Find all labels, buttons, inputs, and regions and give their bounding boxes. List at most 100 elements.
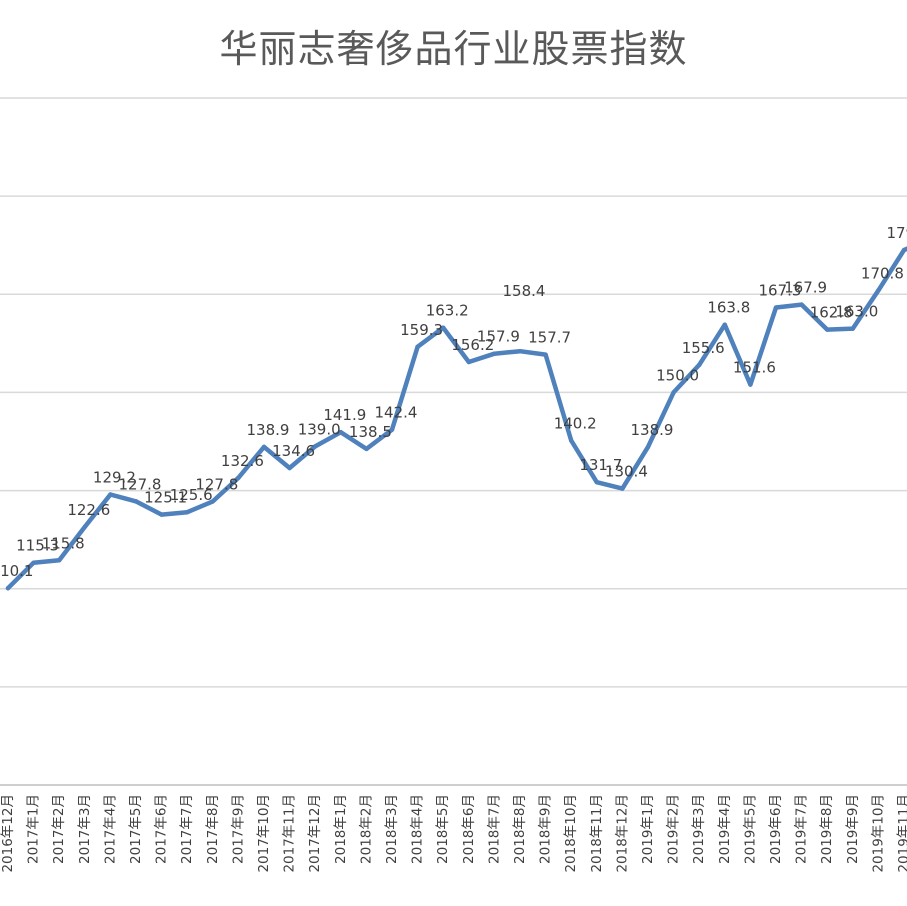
x-tick-label: 2017年12月 [307,794,323,873]
data-label: 163.2 [426,302,469,320]
data-label: 115.8 [42,534,85,552]
x-tick-label: 2018年9月 [538,794,554,864]
data-point [313,444,318,449]
data-label: 159.3 [400,321,443,339]
data-point [697,362,702,368]
data-label: 110.1 [0,562,33,580]
data-point [620,486,625,491]
x-tick-label: 2017年8月 [205,794,221,864]
data-point [901,247,907,253]
data-point [5,586,11,591]
data-label: 140.2 [554,415,597,433]
x-tick-label: 2018年7月 [486,794,502,864]
data-label: 156.2 [451,336,494,354]
data-label: 157.9 [477,328,520,346]
data-label: 151.6 [733,359,776,377]
gridlines [0,97,907,688]
x-tick-label: 2018年2月 [358,794,374,864]
data-label: 129.2 [93,468,136,486]
x-tick-label: 2016年12月 [0,794,16,873]
data-label: 134.6 [272,442,315,460]
data-label: 122.6 [67,501,110,519]
data-point [236,475,241,481]
data-label: 142.4 [375,404,418,422]
data-label: 138.5 [349,423,392,441]
x-tick-label: 2019年7月 [794,794,810,864]
data-label: 125.6 [170,486,213,504]
data-label: 150.0 [656,366,699,384]
data-point [415,344,420,349]
data-point [594,480,599,485]
data-label: 179.0 [887,224,907,242]
x-tick-label: 2017年5月 [128,794,144,864]
x-tick-label: 2019年8月 [819,794,835,864]
x-tick-label: 2019年10月 [870,794,886,873]
data-point [338,429,343,435]
data-label: 162.8 [810,304,853,322]
data-label: 138.9 [247,421,290,439]
data-point [389,427,395,432]
x-tick-label: 2017年7月 [179,794,195,864]
data-label: 127.8 [195,475,238,493]
data-label: 127.8 [119,475,162,493]
data-point [517,349,523,354]
x-tick-label: 2018年5月 [435,794,451,864]
x-tick-label: 2019年3月 [691,794,707,864]
x-tick-label: 2018年11月 [589,794,605,873]
data-point [466,359,471,365]
data-label: 163.0 [835,303,878,321]
data-label: 131.7 [579,456,622,474]
data-label: 115.3 [16,537,59,555]
x-tick-label: 2019年1月 [640,794,656,864]
data-point [799,302,804,307]
data-points [5,247,907,591]
data-point [57,558,62,563]
data-label: 141.9 [323,406,366,424]
x-tick-label: 2018年4月 [410,794,426,864]
data-point [850,326,855,331]
x-tick-label: 2019年6月 [768,794,784,864]
data-point [108,492,113,497]
data-point [261,444,267,450]
data-point [287,465,292,471]
data-point [159,512,164,517]
data-label: 138.9 [631,421,674,439]
data-label: 132.6 [221,452,264,470]
data-point [31,560,36,565]
data-label: 155.6 [682,339,725,357]
data-label: 163.8 [707,299,750,317]
x-tick-label: 2019年5月 [742,794,758,864]
data-label: 130.4 [605,463,648,481]
data-point [441,325,446,330]
data-label: 170.8 [861,264,904,282]
x-tick-label: 2017年10月 [256,794,272,873]
data-point [543,352,548,357]
x-tick-labels: 2016年12月 2017年1月 2017年2月 2017年3月 2017年4月 2017… [0,794,907,873]
x-tick-label: 2017年9月 [230,794,246,864]
x-tick-label: 2018年3月 [384,794,400,864]
data-point [492,351,497,356]
data-point [773,305,779,310]
data-label: 125.1 [144,489,187,507]
data-label: 158.4 [503,282,546,300]
x-tick-label: 2018年8月 [512,794,528,864]
data-label: 157.7 [528,329,571,347]
data-point [645,444,651,450]
data-point [876,288,881,293]
x-tick-label: 2019年11月 [896,794,907,873]
x-tick-label: 2018年6月 [461,794,477,864]
data-point [364,446,369,452]
x-tick-label: 2018年1月 [333,794,349,864]
x-tick-label: 2018年12月 [614,794,630,873]
x-tick-label: 2018年10月 [563,794,579,873]
chart-title: 华丽志奢侈品行业股票指数 [219,27,688,71]
data-labels: 110.1115.3115.8122.6129.2127.8125.1125.6… [0,224,907,580]
data-point [722,322,727,327]
x-tick-label: 2017年1月 [26,794,42,864]
data-point [210,499,215,504]
x-tick-label: 2019年4月 [717,794,733,864]
data-point [569,438,574,443]
x-tick-label: 2017年4月 [102,794,118,864]
x-tick-label: 2017年2月 [51,794,67,864]
